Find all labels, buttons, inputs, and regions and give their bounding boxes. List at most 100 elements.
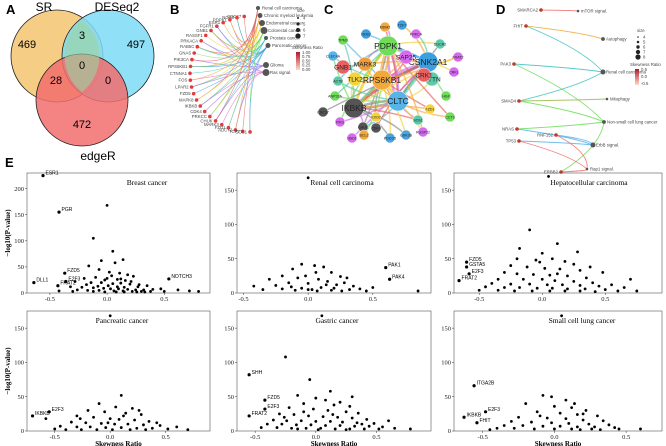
term-node xyxy=(265,43,271,48)
data-point xyxy=(139,413,143,416)
data-point xyxy=(252,284,256,288)
data-point xyxy=(188,289,191,293)
gene-label: RPS6KB1 xyxy=(168,64,188,69)
data-point xyxy=(82,276,86,280)
data-point xyxy=(115,278,119,281)
data-point xyxy=(575,425,579,429)
x-tick-label: 0.5 xyxy=(160,296,168,303)
data-point xyxy=(319,286,323,289)
data-point xyxy=(503,271,506,274)
ppi-node-pdpk1 xyxy=(377,35,399,57)
data-point xyxy=(87,264,91,268)
data-point xyxy=(274,284,278,287)
data-point xyxy=(348,404,352,408)
network-edge xyxy=(242,7,259,132)
data-point xyxy=(135,426,139,430)
gene-label: PDPK1 xyxy=(213,17,228,22)
panel-b-label: B xyxy=(170,2,179,17)
size-legend-dot xyxy=(636,45,640,49)
term-node xyxy=(257,13,263,18)
gene-label-e2f3: E2F3 xyxy=(267,404,279,410)
x-tick-label: 0.5 xyxy=(369,296,377,303)
data-point xyxy=(381,425,384,429)
scatter-gastric-cancer: Gastric cancer -0.5 0.0 0.5 0 50 100 150 SHH FZD5… xyxy=(224,310,432,446)
gene-label-fzd5: FZD5 xyxy=(67,268,80,274)
data-point xyxy=(135,290,139,294)
term-label: Mitophagy xyxy=(610,97,631,102)
data-point xyxy=(109,287,112,291)
x-tick-label: 0.0 xyxy=(106,434,114,441)
gene-label: PRKCC xyxy=(192,114,207,119)
data-point xyxy=(345,276,349,280)
gene-node xyxy=(203,33,208,38)
data-point xyxy=(356,411,360,415)
data-point xyxy=(535,286,539,290)
data-point xyxy=(86,288,90,292)
ppi-node-mdm2 xyxy=(379,21,391,33)
data-point xyxy=(150,426,154,430)
gene-label-fhit: FHIT xyxy=(479,418,490,424)
data-point xyxy=(541,424,545,428)
gene-node xyxy=(188,71,192,76)
data-point xyxy=(307,414,310,418)
x-tick-label: 0.0 xyxy=(103,296,111,303)
data-point xyxy=(112,289,116,293)
data-point xyxy=(175,425,179,429)
ppi-node-prkca xyxy=(410,28,422,40)
ppi-node-label: ANP32A xyxy=(328,94,342,98)
gene-label-notch3: NOTCH3 xyxy=(171,274,192,280)
data-point xyxy=(113,261,117,265)
y-tick-label: 0 xyxy=(21,290,24,297)
data-point-labeled xyxy=(30,414,35,418)
y-tick-label: 100 xyxy=(14,238,24,245)
data-point xyxy=(310,288,314,291)
data-point xyxy=(84,421,88,425)
data-point xyxy=(97,288,101,292)
data-point xyxy=(142,423,145,427)
ppi-node-exo2 xyxy=(370,111,382,123)
data-point xyxy=(332,286,336,290)
data-point xyxy=(635,289,639,293)
data-point xyxy=(488,428,492,432)
data-point xyxy=(80,285,84,289)
data-point xyxy=(85,283,88,287)
data-point xyxy=(130,406,134,410)
ppi-node-tpm3 xyxy=(337,34,349,46)
data-point xyxy=(578,289,582,293)
panel-b-network: B CDC37NOS3PDPK1ESR1FGFR1GNB1RASSF1PRKACA… xyxy=(168,2,323,134)
gene-label-e2f3: E2F3 xyxy=(472,269,484,275)
ppi-node-label: CRK1 xyxy=(415,72,433,79)
ppi-node-hgf xyxy=(440,90,452,102)
data-point xyxy=(528,228,532,232)
data-point xyxy=(317,277,320,281)
color-legend-tick: 0.00 xyxy=(302,67,311,72)
data-point xyxy=(280,287,284,291)
y-tick-label: 50 xyxy=(445,394,452,401)
data-point-labeled xyxy=(462,415,466,419)
data-point xyxy=(99,259,103,263)
data-point xyxy=(330,288,333,292)
gene-label: NOS3 xyxy=(222,15,234,20)
data-point xyxy=(358,287,362,291)
ppi-node-sap25 xyxy=(398,49,414,65)
x-tick-label: -0.5 xyxy=(250,434,260,441)
y-tick-label: 100 xyxy=(14,360,24,367)
gene-node xyxy=(202,109,207,114)
data-point xyxy=(535,410,539,414)
data-point xyxy=(328,420,332,423)
gene-label-shh: SHH xyxy=(252,370,263,376)
plot-title: Small cell lung cancer xyxy=(549,316,616,325)
data-point xyxy=(387,419,390,423)
x-tick-label: -0.5 xyxy=(474,296,484,303)
data-point xyxy=(296,393,300,397)
term-node xyxy=(262,69,270,76)
panel-a-label: A xyxy=(6,2,16,17)
data-point-labeled xyxy=(388,277,392,281)
size-legend-dot xyxy=(635,54,641,60)
data-point xyxy=(555,242,559,246)
data-point xyxy=(553,279,557,283)
data-point xyxy=(144,428,148,432)
data-point xyxy=(53,427,57,431)
data-point xyxy=(575,413,579,416)
data-point xyxy=(341,420,344,424)
